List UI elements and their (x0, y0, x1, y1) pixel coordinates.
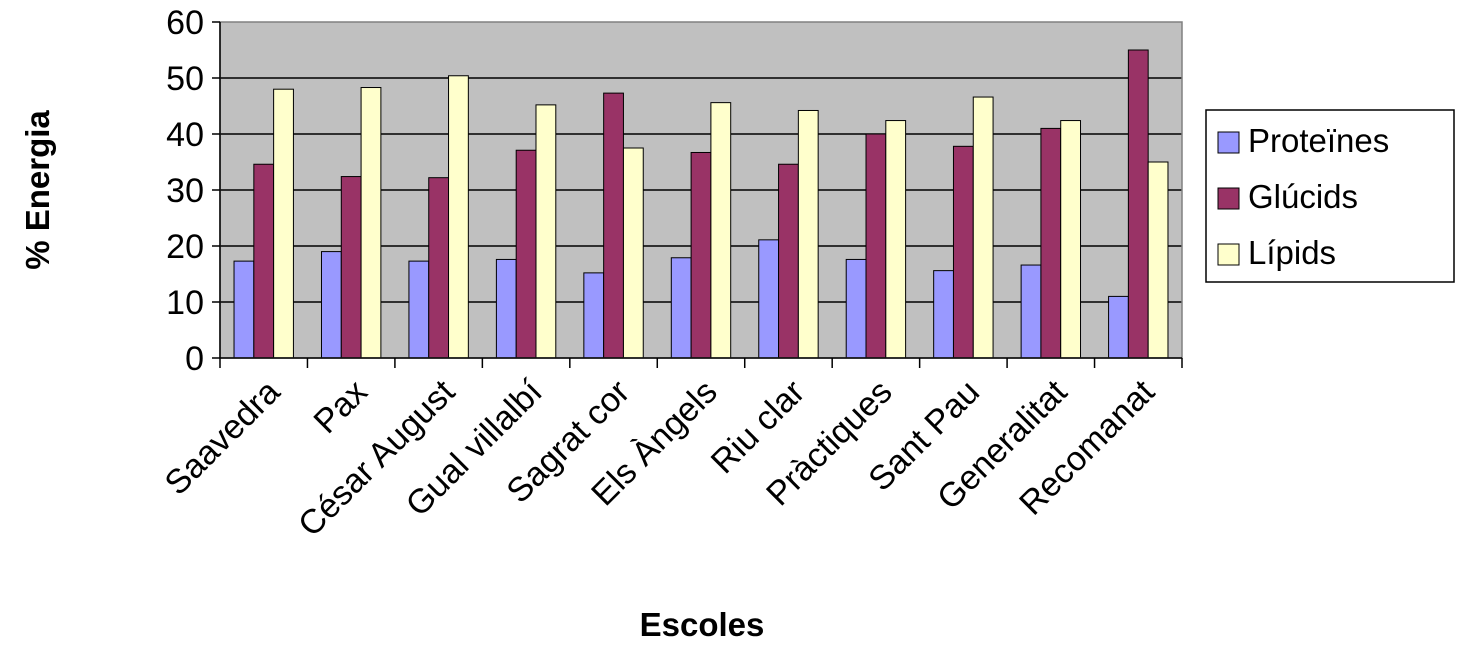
bar (448, 75, 469, 359)
bar (622, 147, 644, 359)
x-tick-label: Saavedra (158, 373, 288, 503)
bar (320, 251, 342, 359)
bar (758, 239, 780, 359)
y-tick-label: 0 (185, 340, 204, 378)
bar (1060, 120, 1082, 359)
y-tick-label: 20 (166, 228, 204, 266)
legend-box (1205, 109, 1455, 283)
y-tick-label: 60 (166, 4, 204, 42)
axes (212, 21, 1183, 368)
bar (710, 102, 732, 359)
bar (797, 109, 819, 359)
bar (253, 163, 275, 359)
bar (952, 145, 974, 359)
bar (603, 92, 624, 359)
bar (1127, 49, 1149, 359)
bar (583, 272, 605, 359)
bar (845, 258, 867, 359)
x-tick-label: Pax (307, 373, 375, 441)
bar (690, 151, 712, 359)
bar (885, 120, 907, 359)
bar (670, 257, 692, 359)
bar (428, 177, 450, 359)
x-axis-title: Escoles (640, 606, 765, 643)
bar (972, 96, 994, 359)
bar (233, 260, 255, 359)
bar (1108, 295, 1129, 359)
bar (1040, 127, 1062, 359)
y-axis-title: % Energia (19, 110, 56, 270)
y-tick-label: 40 (166, 116, 204, 154)
legend-label: Glúcids (1248, 178, 1358, 215)
bar (1020, 264, 1042, 359)
legend-label: Lípids (1248, 234, 1336, 271)
bar (408, 260, 430, 359)
bar (1147, 161, 1169, 359)
bar (778, 163, 799, 359)
y-tick-labels: 0 10 20 30 40 50 60 (166, 4, 204, 378)
bar (515, 149, 537, 359)
legend-swatch (1217, 243, 1240, 266)
legend-swatch (1217, 187, 1240, 210)
bar (865, 133, 887, 359)
legend-swatch (1217, 131, 1240, 154)
bar (535, 104, 557, 359)
legend-label: Proteïnes (1248, 122, 1389, 159)
legend: Proteïnes Glúcids Lípids (1205, 109, 1455, 283)
y-tick-label: 10 (166, 284, 204, 322)
bar (273, 88, 294, 359)
bar (495, 258, 517, 359)
bar (360, 87, 382, 359)
bar (340, 176, 362, 359)
bar (933, 270, 954, 359)
y-tick-label: 30 (166, 172, 204, 210)
y-tick-label: 50 (166, 60, 204, 98)
